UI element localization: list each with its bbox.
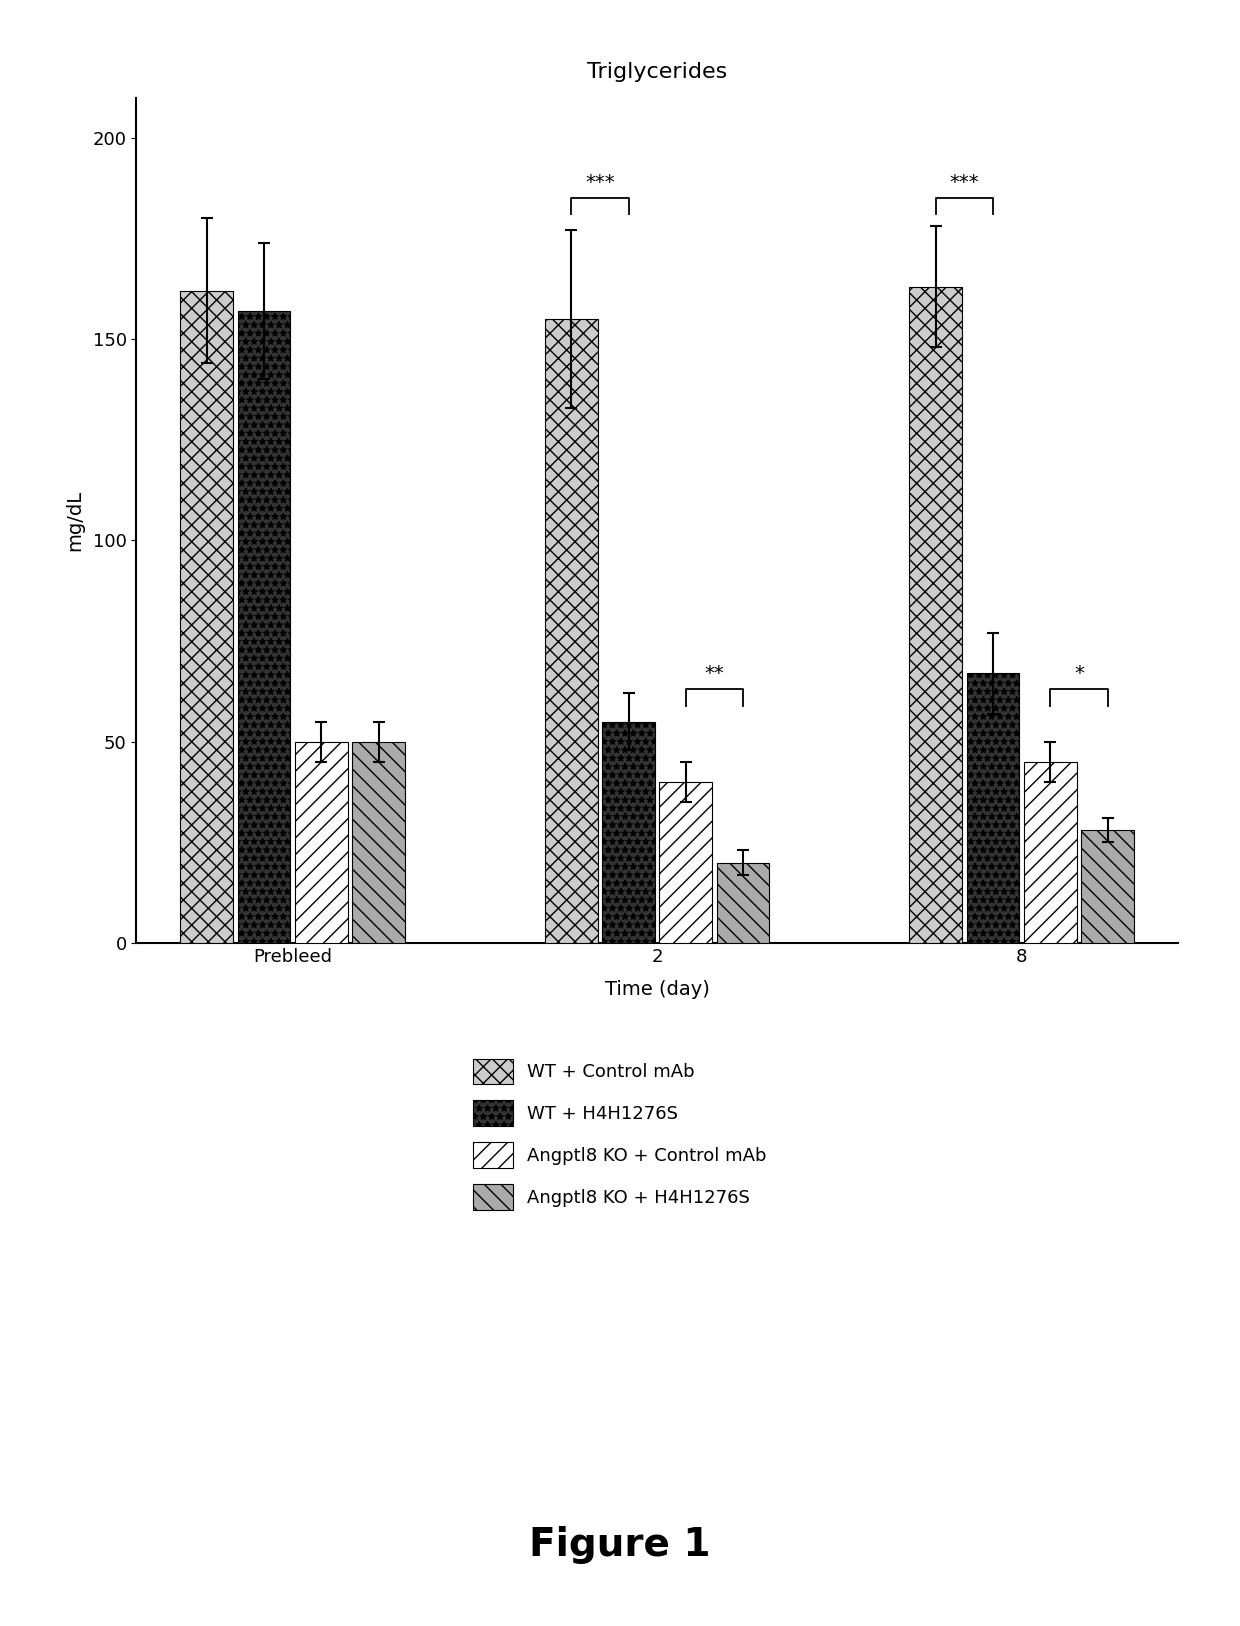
Bar	[295, 741, 347, 943]
Text: *: *	[1074, 665, 1084, 683]
Bar	[1081, 831, 1135, 943]
Text: **: **	[704, 665, 724, 683]
Bar	[967, 673, 1019, 943]
Bar	[1024, 763, 1076, 943]
Bar	[603, 722, 655, 943]
Text: ***: ***	[585, 174, 615, 192]
Bar	[717, 862, 770, 943]
Title: Triglycerides: Triglycerides	[587, 62, 728, 83]
Bar	[544, 319, 598, 943]
Bar	[909, 286, 962, 943]
Bar	[352, 741, 405, 943]
Text: Figure 1: Figure 1	[529, 1525, 711, 1564]
Text: ***: ***	[950, 174, 980, 192]
X-axis label: Time (day): Time (day)	[605, 980, 709, 998]
Y-axis label: mg/dL: mg/dL	[66, 489, 84, 551]
Bar	[180, 291, 233, 943]
Legend: WT + Control mAb, WT + H4H1276S, Angptl8 KO + Control mAb, Angptl8 KO + H4H1276S: WT + Control mAb, WT + H4H1276S, Angptl8…	[464, 1050, 776, 1218]
Bar	[238, 311, 290, 943]
Bar	[660, 782, 712, 943]
